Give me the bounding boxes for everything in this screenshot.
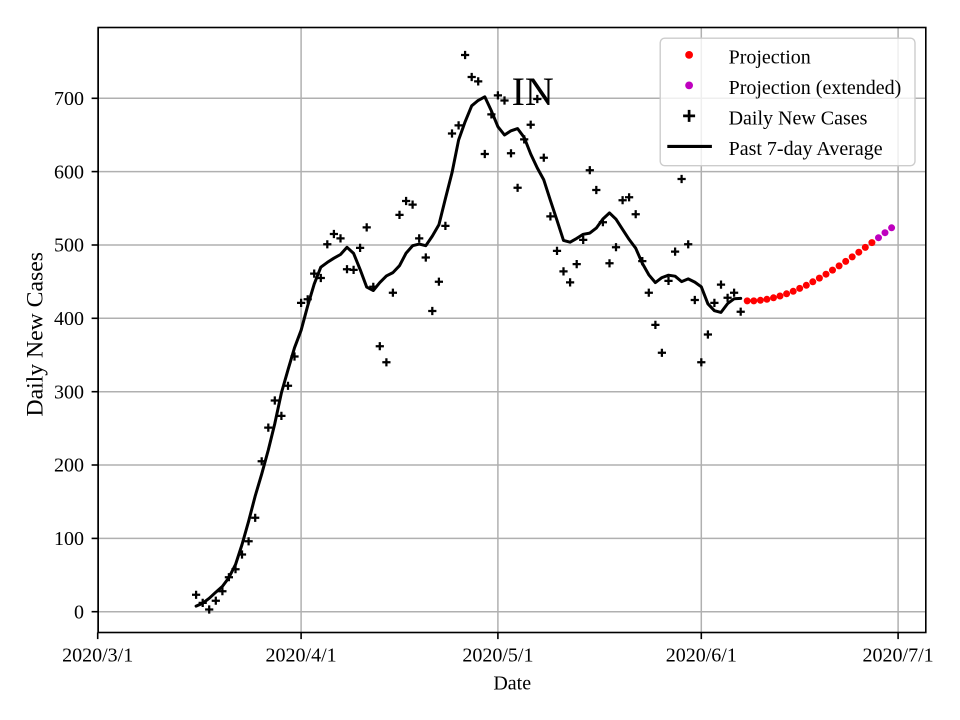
svg-text:Projection (extended): Projection (extended) [729, 77, 902, 99]
svg-text:2020/5/1: 2020/5/1 [462, 645, 533, 667]
svg-text:2020/7/1: 2020/7/1 [863, 645, 934, 667]
svg-text:2020/6/1: 2020/6/1 [666, 645, 737, 667]
svg-text:500: 500 [54, 235, 84, 257]
svg-text:2020/4/1: 2020/4/1 [266, 645, 337, 667]
svg-text:Past 7-day Average: Past 7-day Average [729, 138, 883, 160]
svg-text:200: 200 [54, 455, 84, 477]
svg-text:400: 400 [54, 308, 84, 330]
svg-text:IN: IN [512, 69, 554, 114]
svg-text:Date: Date [493, 673, 531, 695]
svg-text:Daily New Cases: Daily New Cases [729, 107, 868, 129]
svg-text:2020/3/1: 2020/3/1 [62, 645, 133, 667]
svg-text:700: 700 [54, 88, 84, 110]
svg-text:Projection: Projection [729, 46, 811, 68]
svg-text:Daily New Cases: Daily New Cases [23, 252, 49, 416]
svg-text:0: 0 [74, 601, 84, 623]
svg-text:100: 100 [54, 528, 84, 550]
svg-text:600: 600 [54, 161, 84, 183]
svg-text:300: 300 [54, 381, 84, 403]
